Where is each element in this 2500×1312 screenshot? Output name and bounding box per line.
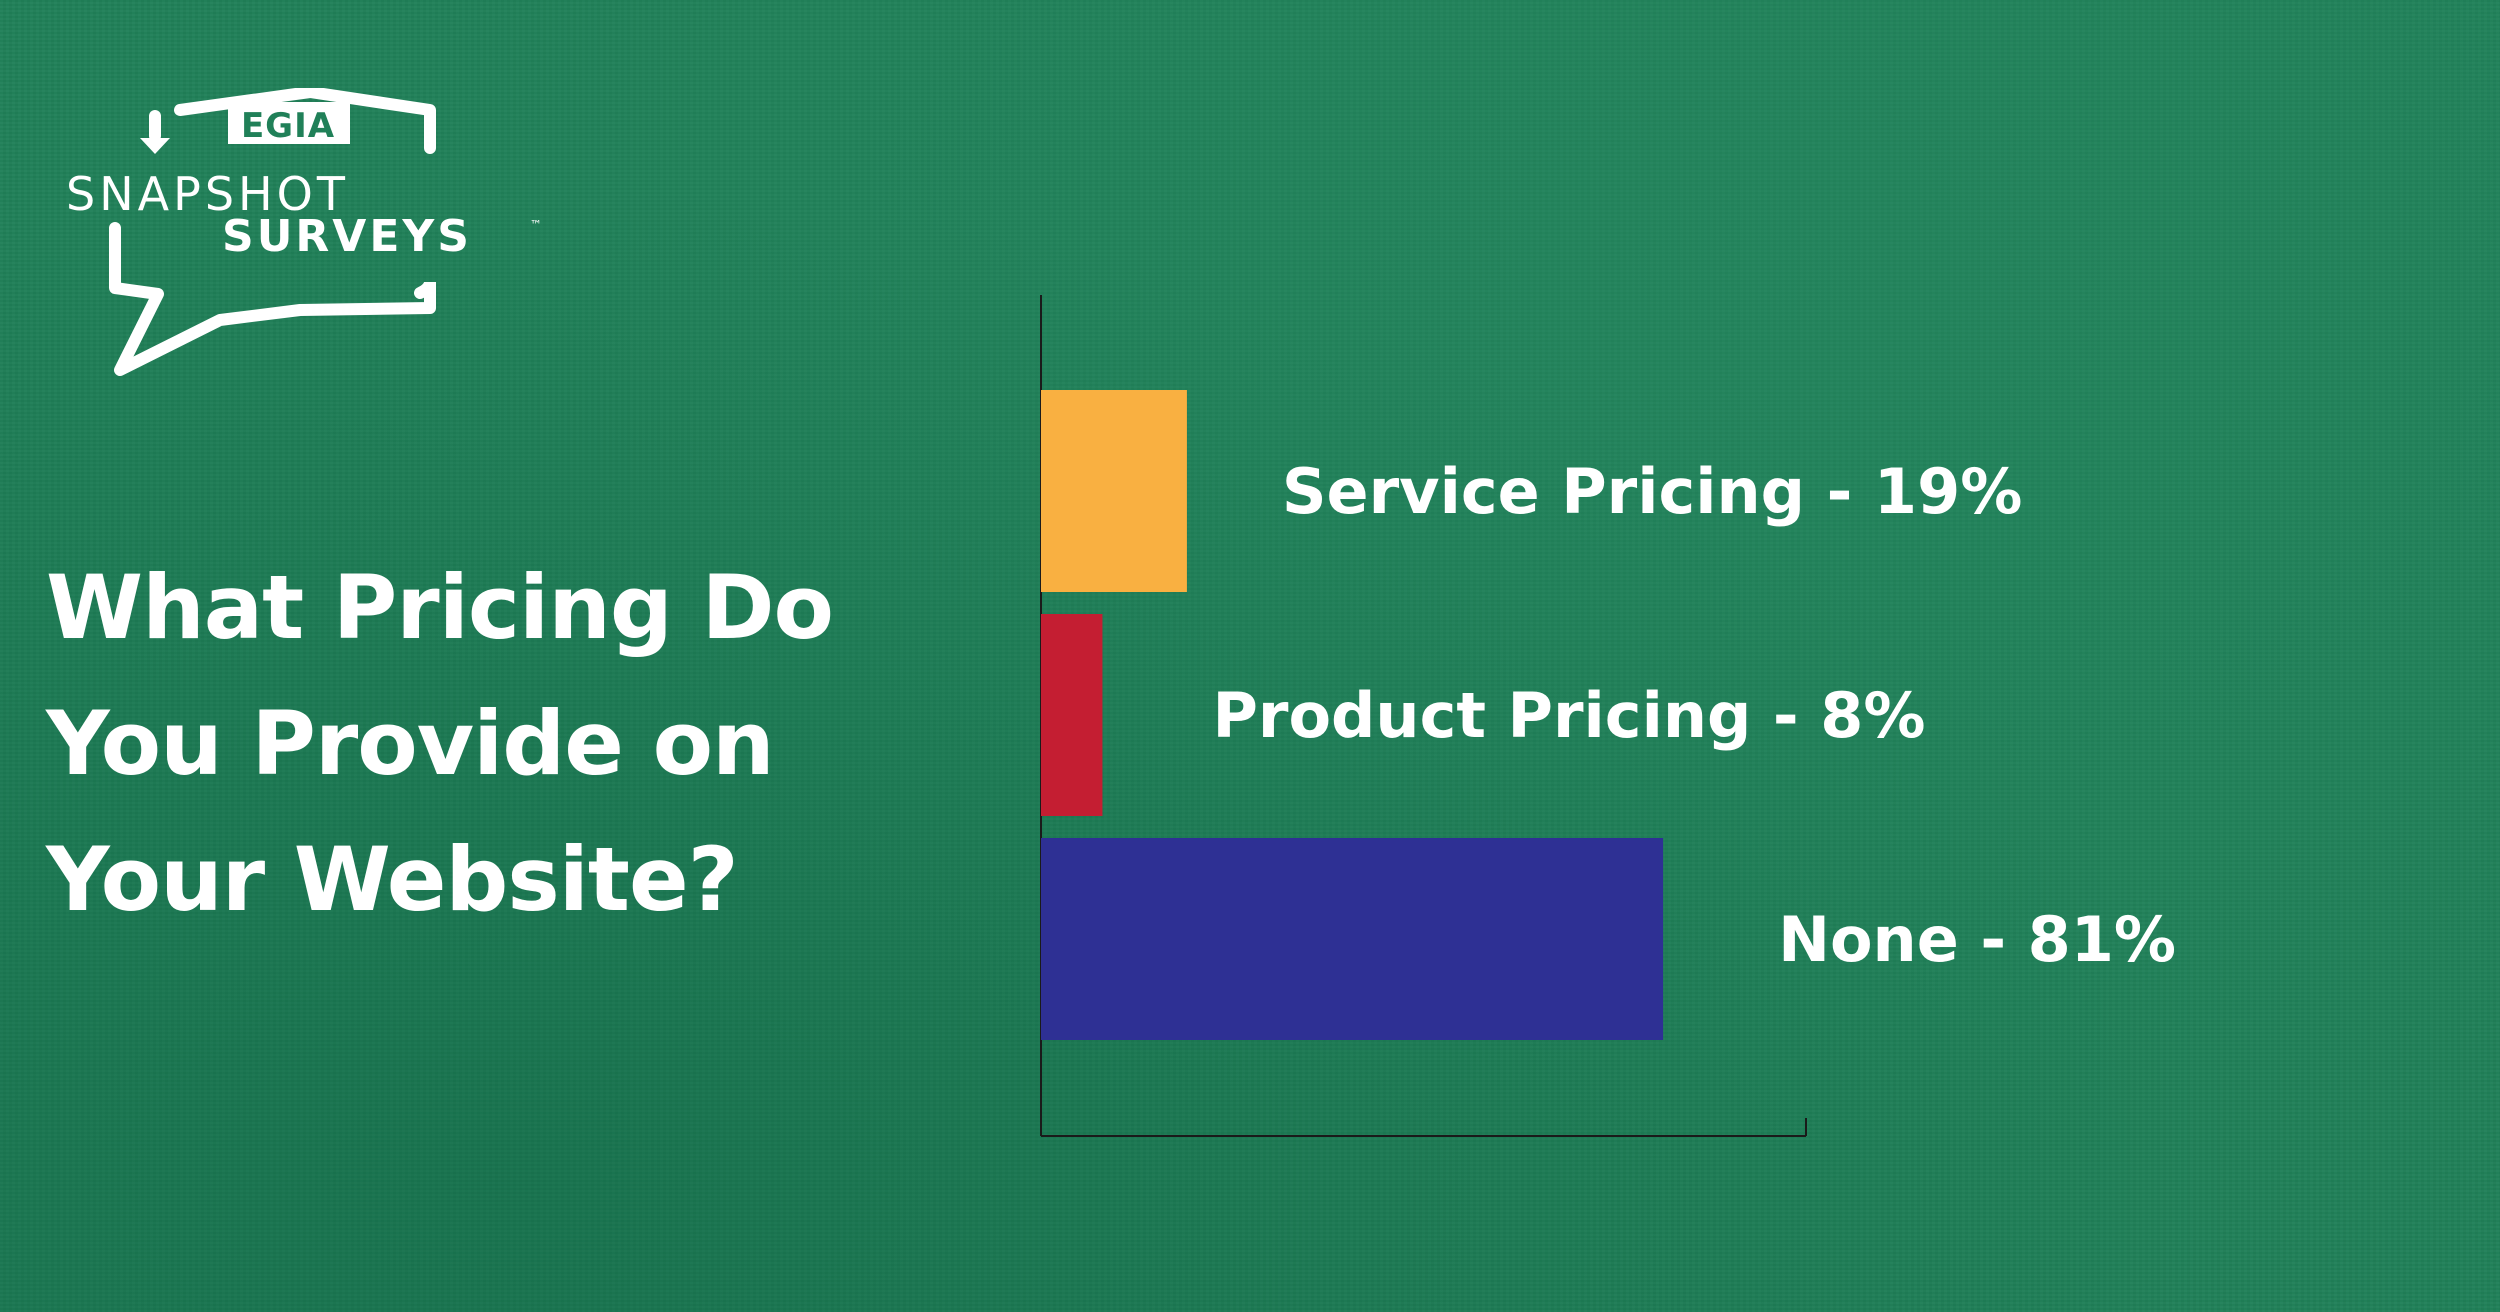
egia-snapshot-surveys-logo: EGIA SNAPSHOT SURVEYS ™ (60, 88, 542, 378)
bar-label-product-pricing: Product Pricing - 8% (1212, 679, 1925, 752)
bar-product-pricing (1041, 614, 1103, 816)
bar-label-service-pricing: Service Pricing - 19% (1282, 455, 2022, 528)
logo-surveys-text: SURVEYS (222, 211, 472, 262)
logo-trademark: ™ (530, 218, 542, 232)
title-line-3: Your Website? (46, 828, 739, 931)
title-line-1: What Pricing Do (46, 556, 834, 659)
bar-service-pricing (1041, 390, 1187, 592)
logo-snapshot-text: SNAPSHOT (66, 167, 349, 221)
page-title: What Pricing Do You Provide on Your Webs… (46, 540, 946, 948)
speech-bubble-icon (109, 88, 436, 376)
bar-none (1041, 838, 1664, 1040)
bar-label-none: None - 81% (1778, 903, 2176, 976)
title-line-2: You Provide on (46, 692, 775, 795)
logo-egia-text: EGIA (240, 106, 336, 146)
